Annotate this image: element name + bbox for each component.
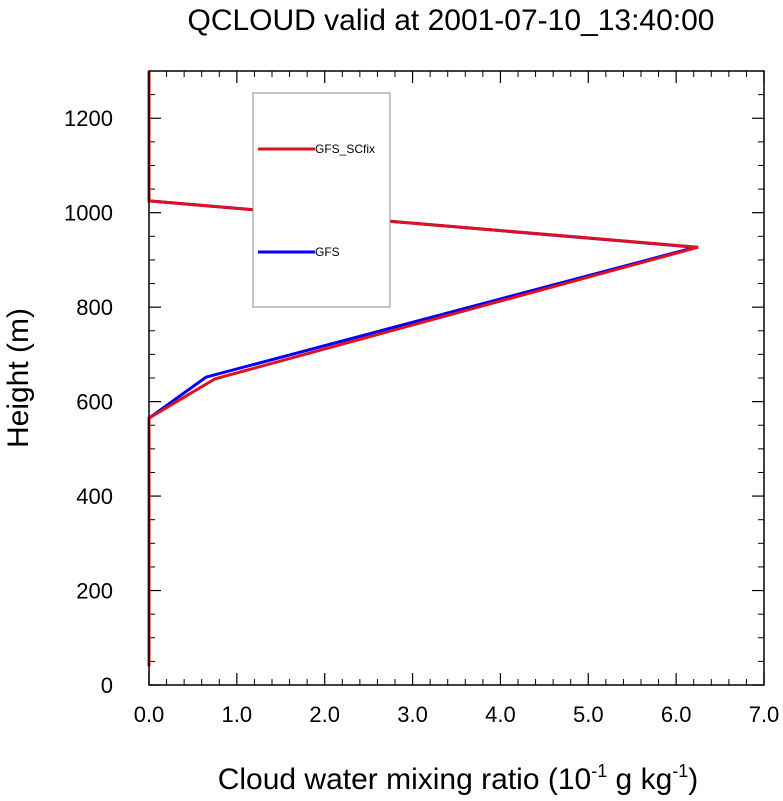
y-tick-label: 1200 [64,106,113,131]
x-tick-label: 4.0 [485,702,516,727]
x-axis-label-exponent-1: -1 [591,761,607,781]
series-lines [147,71,699,667]
y-axis-label: Height (m) [2,308,35,448]
x-axis-label-exponent-2: -1 [672,761,688,781]
x-tick-label: 2.0 [309,702,340,727]
x-tick-label: 6.0 [661,702,692,727]
x-tick-label: 1.0 [222,702,253,727]
major-ticks [148,71,765,686]
minor-ticks [149,70,764,685]
x-tick-label: 3.0 [397,702,428,727]
x-tick-label: 7.0 [749,702,780,727]
chart-title: QCLOUD valid at 2001-07-10_13:40:00 [188,4,715,37]
x-tick-labels: 0.0 1.0 2.0 3.0 4.0 5.0 6.0 7.0 [134,702,780,727]
plot-frame [148,70,765,686]
y-tick-label: 800 [76,295,113,320]
series-line-gfs [147,71,696,667]
x-axis-label-end: ) [688,763,698,796]
x-axis-label: Cloud water mixing ratio (10-1 g kg-1) [218,761,699,796]
y-tick-labels: 0 200 400 600 800 1000 1200 [64,106,113,698]
y-tick-label: 600 [76,390,113,415]
x-tick-label: 0.0 [134,702,165,727]
y-tick-label: 400 [76,484,113,509]
legend: GFS_SCfix GFS [252,92,391,308]
x-axis-label-main: Cloud water mixing ratio (10 [218,763,592,796]
x-axis-label-mid: g kg [607,763,672,796]
y-tick-label: 200 [76,579,113,604]
legend-label-gfs: GFS [315,245,340,259]
legend-label-gfs-scfix: GFS_SCfix [315,142,375,156]
y-tick-label: 0 [101,673,113,698]
series-line-gfs-scfix [147,71,699,667]
legend-box [252,92,391,308]
x-tick-label: 5.0 [573,702,604,727]
y-tick-label: 1000 [64,201,113,226]
